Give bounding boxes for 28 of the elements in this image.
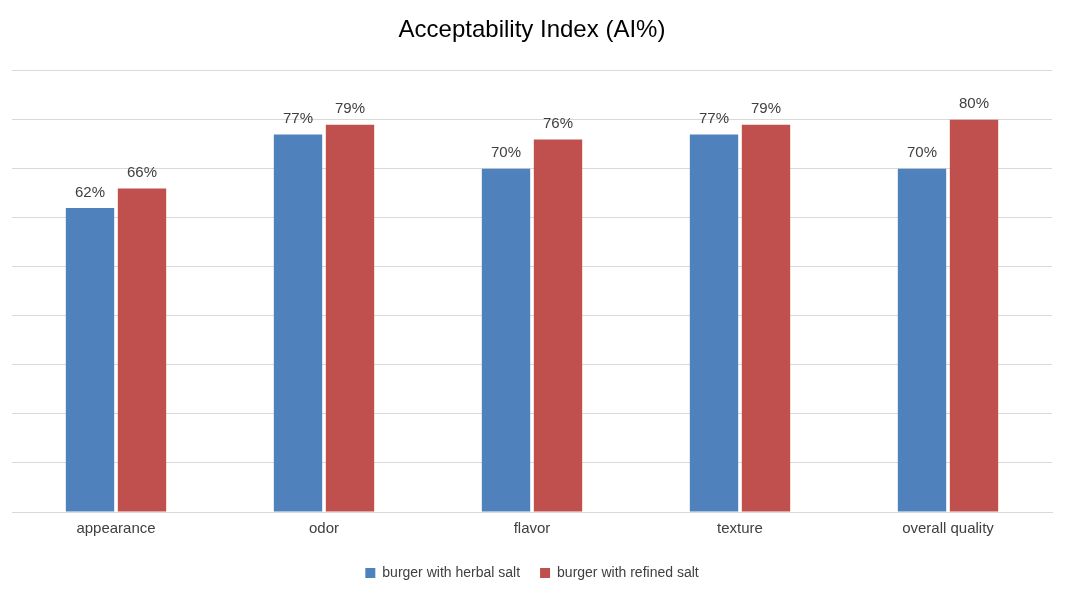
data-label: 80% (958, 94, 990, 112)
x-tick-label: overall quality (902, 519, 995, 537)
data-label: 70% (906, 143, 938, 161)
bar (689, 134, 739, 512)
bar (949, 119, 999, 512)
data-label: 76% (542, 114, 574, 132)
x-tick-label: flavor (513, 519, 551, 537)
bar (533, 139, 583, 512)
data-label: 77% (282, 109, 314, 127)
data-label: 66% (126, 163, 158, 181)
data-label: 62% (74, 182, 106, 200)
bar (481, 168, 531, 512)
bar (65, 208, 115, 512)
bar (273, 134, 323, 512)
data-label: 70% (490, 143, 522, 161)
bar (741, 124, 791, 512)
data-label: 79% (750, 99, 782, 117)
x-tick-label: appearance (76, 519, 156, 537)
x-tick-label: texture (717, 519, 763, 537)
bar (897, 168, 947, 512)
legend-label: burger with refined salt (557, 563, 699, 580)
chart-title: Acceptability Index (AI%) (398, 15, 666, 43)
bar (117, 188, 167, 512)
bar (325, 124, 375, 512)
x-tick-label: odor (308, 519, 340, 537)
data-label: 79% (334, 99, 366, 117)
legend-label: burger with herbal salt (382, 563, 521, 580)
data-label: 77% (698, 109, 730, 127)
